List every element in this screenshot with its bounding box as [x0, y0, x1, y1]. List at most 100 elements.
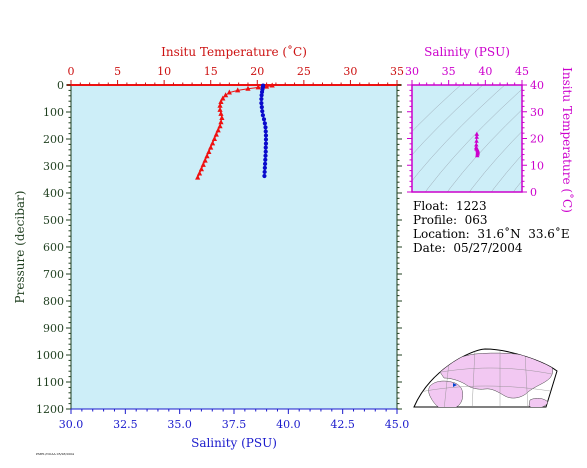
temperature-tick-label: 35 [390, 65, 404, 78]
temperature-tick-label: 0 [68, 65, 75, 78]
inset-y-tick-label: 40 [530, 79, 544, 92]
location: Location: 31.6˚N 33.6˚E [413, 227, 570, 241]
salinity-point [262, 121, 267, 126]
inset-y-tick-label: 30 [530, 106, 544, 119]
density-contour [468, 131, 522, 192]
temperature-tick-label: 10 [157, 65, 171, 78]
temperature-point [217, 102, 223, 108]
temperature-point [218, 110, 224, 116]
float-info-panel: Float: 1223 Profile: 063 Location: 31.6˚… [413, 199, 570, 255]
pressure-tick-label: 400 [43, 187, 64, 200]
salinity-point [263, 133, 269, 138]
temperature-point [223, 92, 229, 98]
temperature-point [196, 170, 203, 176]
temperature-point [208, 144, 214, 150]
temperature-point [269, 82, 275, 88]
temperature-point [217, 106, 223, 112]
ts-point [474, 131, 480, 136]
inset-y-axis-title: Insitu Temperature (˚C) [560, 67, 575, 213]
inset-y-tick-label: 20 [530, 133, 544, 146]
inset-x-tick-label: 45 [515, 65, 529, 78]
salinity-tick-label: 42.5 [330, 418, 355, 431]
temperature-point [213, 131, 219, 137]
salinity-tick-label: 40.0 [276, 418, 301, 431]
temperature-point [219, 114, 225, 120]
temperature-point [204, 153, 210, 159]
temperature-point [200, 161, 206, 167]
temperature-point [198, 166, 204, 172]
world-map [413, 348, 558, 408]
temperature-tick-label: 5 [114, 65, 121, 78]
temperature-point [215, 127, 221, 133]
salinity-point [263, 137, 269, 142]
salinity-point [259, 96, 264, 102]
map-graticule [419, 349, 557, 407]
temperature-tick-label: 20 [250, 65, 264, 78]
inset-x-tick-label: 40 [478, 65, 492, 78]
density-contour [424, 88, 522, 192]
salinity-point [259, 89, 265, 95]
inset-contour-group [412, 85, 522, 192]
salinity-point [261, 117, 267, 122]
salinity-point [260, 109, 265, 114]
density-contour [412, 85, 506, 182]
temperature-point [220, 95, 226, 101]
salinity-point [263, 153, 268, 158]
profile-number: Profile: 063 [413, 213, 488, 227]
inset-density-contours [412, 85, 522, 192]
ts-point [474, 134, 479, 139]
pressure-tick-label: 600 [43, 241, 64, 254]
temperature-point [218, 119, 224, 125]
density-contour [446, 109, 522, 192]
salinity-point [262, 165, 267, 170]
salinity-point [262, 161, 268, 166]
temperature-point [217, 123, 223, 129]
pressure-tick-label: 1100 [36, 376, 64, 389]
salinity-point [262, 173, 267, 179]
main-plot-area [71, 85, 397, 409]
salinity-point [263, 125, 268, 130]
salinity-point [263, 129, 268, 134]
temperature-point [218, 99, 224, 105]
temperature-point [235, 87, 241, 93]
density-contour [412, 85, 484, 156]
salinity-point [263, 157, 268, 162]
inset-x-tick-label: 35 [442, 65, 456, 78]
pressure-tick-label: 300 [43, 160, 64, 173]
temperature-tick-label: 15 [204, 65, 218, 78]
pressure-tick-label: 0 [57, 79, 64, 92]
salinity-tick-label: 30.0 [59, 418, 84, 431]
salinity-point [259, 93, 264, 98]
pressure-tick-label: 1200 [36, 403, 64, 416]
temperature-point [209, 140, 216, 146]
salinity-point [263, 141, 269, 146]
bottom-axis-title: Salinity (PSU) [191, 436, 277, 450]
inset-series [474, 131, 480, 158]
temperature-point [226, 89, 232, 95]
inset-y-tick-label: 10 [530, 159, 544, 172]
pressure-tick-label: 800 [43, 295, 64, 308]
top-axis-title: Insitu Temperature (˚C) [161, 44, 307, 59]
temperature-tick-label: 25 [297, 65, 311, 78]
salinity-tick-label: 45.0 [385, 418, 410, 431]
footer-credit: PMEL/NOAA 05/28/2004 [36, 452, 74, 456]
temperature-point [255, 84, 261, 90]
temperature-point [195, 174, 201, 180]
salinity-tick-label: 37.5 [222, 418, 247, 431]
salinity-point [259, 105, 264, 110]
float-id: Float: 1223 [413, 199, 487, 213]
map-float-location-marker [453, 383, 457, 387]
pressure-tick-label: 900 [43, 322, 64, 335]
salinity-tick-label: 35.0 [167, 418, 192, 431]
salinity-point [262, 169, 267, 175]
pressure-tick-label: 200 [43, 133, 64, 146]
inset-y-tick-label: 0 [530, 186, 537, 199]
pressure-tick-label: 100 [43, 106, 64, 119]
date: Date: 05/27/2004 [413, 241, 523, 255]
inset-x-tick-label: 30 [405, 65, 419, 78]
main-axes [66, 80, 402, 414]
temperature-point [264, 83, 270, 89]
density-contour [512, 180, 522, 192]
